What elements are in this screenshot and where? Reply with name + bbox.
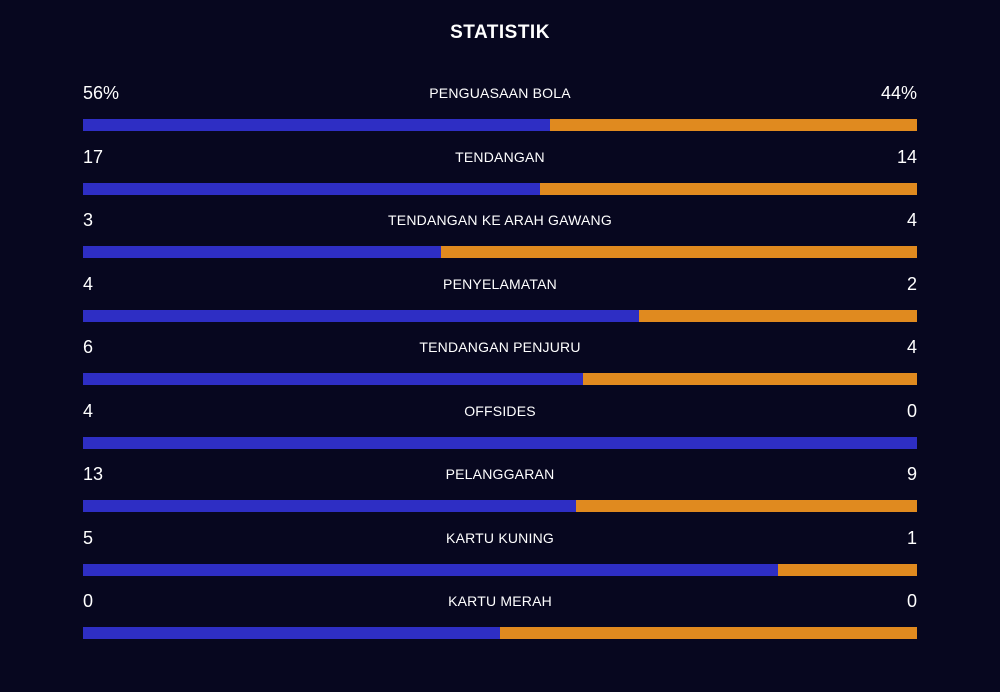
- home-value: 17: [83, 146, 104, 167]
- stat-label: PELANGGARAN: [445, 466, 555, 482]
- stat-row-labels: TENDANGAN KE ARAH GAWANG 3 4: [83, 207, 917, 235]
- stat-row-labels: TENDANGAN PENJURU 6 4: [83, 334, 917, 362]
- stats-title: STATISTIK: [450, 22, 550, 43]
- home-value: 3: [83, 210, 94, 230]
- away-value: 44%: [880, 83, 917, 103]
- stat-label: KARTU KUNING: [446, 529, 554, 546]
- away-value: 9: [906, 464, 917, 484]
- stat-label: PENYELAMATAN: [443, 275, 557, 292]
- home-value: 5: [83, 527, 94, 548]
- stat-bar: [83, 436, 917, 449]
- home-bar-fill: [83, 119, 551, 131]
- stat-row: PENYELAMATAN 4 2: [83, 271, 917, 335]
- home-bar-fill: [83, 563, 778, 576]
- stat-bar: [83, 309, 917, 322]
- away-value: 0: [906, 591, 917, 611]
- away-bar-fill: [575, 500, 917, 512]
- home-value: 56%: [83, 83, 120, 103]
- stat-bar: [83, 119, 917, 131]
- stat-row: KARTU KUNING 5 1: [83, 525, 917, 589]
- away-bar-fill: [540, 182, 917, 195]
- stat-label: TENDANGAN PENJURU: [419, 339, 581, 355]
- stat-bar: [83, 563, 917, 576]
- stat-bar: [83, 500, 917, 512]
- away-value: 14: [896, 146, 917, 167]
- away-value: 1: [906, 527, 917, 548]
- home-bar-fill: [83, 182, 541, 195]
- stat-row: TENDANGAN 17 14: [83, 144, 917, 208]
- stat-bar: [83, 627, 917, 639]
- home-value: 6: [83, 337, 94, 357]
- stat-row-labels: OFFSIDES 4 0: [83, 398, 917, 426]
- away-bar-fill: [440, 246, 917, 258]
- stat-row: OFFSIDES 4 0: [83, 398, 917, 462]
- stat-row-labels: PELANGGARAN 13 9: [83, 461, 917, 489]
- stat-row-labels: TENDANGAN 17 14: [83, 144, 917, 172]
- home-value: 0: [83, 591, 94, 611]
- home-bar-fill: [83, 246, 441, 258]
- stat-label: TENDANGAN: [455, 148, 545, 165]
- stat-row-labels: KARTU KUNING 5 1: [83, 525, 917, 553]
- away-bar-fill: [500, 627, 917, 639]
- stat-row-labels: KARTU MERAH 0 0: [83, 588, 917, 616]
- stat-row-labels: PENGUASAAN BOLA 56% 44%: [83, 80, 917, 108]
- stat-bar: [83, 246, 917, 258]
- stat-row: TENDANGAN KE ARAH GAWANG 3 4: [83, 207, 917, 271]
- away-value: 4: [906, 210, 917, 230]
- home-bar-fill: [83, 436, 917, 449]
- stats-list: PENGUASAAN BOLA 56% 44% TENDANGAN 17 14 TENDAN…: [83, 80, 917, 652]
- stat-bar: [83, 182, 917, 195]
- stat-bar: [83, 373, 917, 385]
- home-bar-fill: [83, 373, 584, 385]
- stat-label: PENGUASAAN BOLA: [429, 85, 571, 101]
- stat-row-labels: PENYELAMATAN 4 2: [83, 271, 917, 299]
- away-value: 4: [906, 337, 917, 357]
- home-value: 4: [83, 273, 94, 294]
- away-bar-fill: [639, 309, 917, 322]
- stat-label: KARTU MERAH: [448, 593, 552, 609]
- away-bar-fill: [550, 119, 917, 131]
- home-value: 13: [83, 464, 104, 484]
- home-bar-fill: [83, 309, 640, 322]
- stat-row: TENDANGAN PENJURU 6 4: [83, 334, 917, 398]
- stat-label: OFFSIDES: [464, 402, 536, 419]
- away-bar-fill: [777, 563, 917, 576]
- stat-row: PENGUASAAN BOLA 56% 44%: [83, 80, 917, 144]
- away-value: 0: [906, 400, 917, 421]
- stat-label: TENDANGAN KE ARAH GAWANG: [388, 212, 612, 228]
- stat-row: PELANGGARAN 13 9: [83, 461, 917, 525]
- stat-row: KARTU MERAH 0 0: [83, 588, 917, 652]
- home-bar-fill: [83, 627, 500, 639]
- home-value: 4: [83, 400, 94, 421]
- home-bar-fill: [83, 500, 576, 512]
- away-bar-fill: [583, 373, 917, 385]
- away-value: 2: [906, 273, 917, 294]
